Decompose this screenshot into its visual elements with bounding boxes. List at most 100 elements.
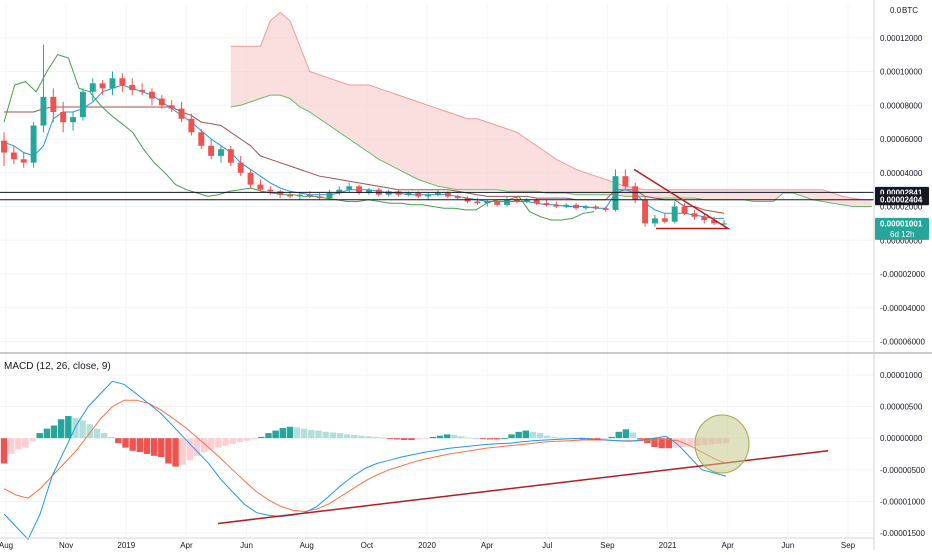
candle-body [60,112,67,123]
macd-histogram-bar [415,438,422,440]
macd-histogram-bar [229,438,236,444]
candle-body [79,91,86,118]
candle-body [188,118,195,133]
macd-histogram-bar [436,435,444,439]
candle-body [306,194,313,197]
price-marker-countdown: 6d 12h [890,230,914,239]
macd-histogram-bar [365,436,372,439]
price-tick-label: -0.00006000 [880,338,925,347]
candle-body [543,203,550,205]
candle-body [691,213,698,217]
candle-body [415,193,422,197]
macd-histogram-bar [50,425,58,439]
senkou-span-a-line [230,94,872,207]
macd-histogram-bar [379,437,387,439]
time-tick-label: 2021 [659,541,677,550]
macd-histogram-bar [122,438,129,448]
candle-body [316,196,323,199]
macd-histogram-bar [57,419,65,439]
macd-histogram-bar [315,430,322,439]
candle-body [336,189,343,194]
price-marker-label: 0.00002404 [880,196,923,205]
macd-histogram-bar [622,429,630,439]
time-tick-label: Oct [361,541,374,550]
candle-body [385,191,392,195]
time-tick-label: Nov [59,541,73,550]
candle-body [553,204,560,207]
time-tick-label: Apr [721,541,734,550]
macd-histogram-bar [22,438,29,448]
macd-histogram-bar [508,434,515,439]
macd-histogram-bar [358,435,365,439]
macd-tick-label: 0.00000500 [880,403,923,412]
candle-body [178,108,185,119]
candle-body [40,96,47,126]
macd-tick-label: 0.00001000 [880,371,923,380]
candle-body [326,193,333,199]
candle-body [277,191,284,195]
price-tick-label: 0.00012000 [880,34,923,43]
candle-body [504,199,510,205]
candle-body [632,186,639,200]
price-tick-label: 0.00000000 [880,236,923,245]
macd-histogram-bar [186,438,194,461]
price-tick-label: -0.00004000 [880,304,925,313]
macd-histogram-bar [651,438,658,447]
price-tick-label: 0.00008000 [880,101,923,110]
macd-tick-label: -0.00001000 [880,497,925,506]
macd-histogram-bar [472,438,480,440]
candle-body [168,105,175,109]
candle-body [671,206,678,222]
candlesticks [1,44,727,227]
candle-body [494,201,501,205]
macd-histogram-bar [551,436,558,439]
currency-label-prefix: 0.0 [890,6,902,15]
macd-histogram-bar [215,438,222,448]
candle-body [218,149,224,156]
macd-histogram-bar [293,427,301,439]
time-tick-label: 2020 [418,541,436,550]
highlight-circle [694,414,750,474]
macd-histogram-bar [501,438,508,440]
candle-body [425,194,432,197]
macd-histogram-bar [665,438,673,449]
macd-histogram-bar [494,438,501,440]
macd-histogram-bar [79,420,86,439]
macd-histogram-bar [36,433,43,439]
candle-body [711,220,718,224]
macd-histogram-bar [558,437,565,439]
macd-histogram-bar [65,416,72,439]
macd-histogram-bar [343,434,351,439]
macd-histogram-bar [687,438,694,447]
candle-body [602,208,609,210]
macd-histogram-bar [608,436,615,439]
candle-body [642,199,649,224]
senkou-span-b-line [230,11,872,201]
candle-body [365,189,372,194]
macd-histogram-bar [629,432,637,439]
macd-histogram-bar [443,434,451,439]
annotations [0,168,874,230]
price-tick-label: -0.00002000 [880,270,925,279]
cloud-fill [230,12,872,207]
macd-histogram-bar [265,433,272,439]
time-tick-label: 2019 [117,541,135,550]
macd-histogram-bar [451,434,458,439]
indicator-lines [3,11,872,221]
candle-body [454,196,461,199]
macd-histogram-bar [372,436,379,439]
price-marker [875,194,929,206]
macd-histogram-bar [200,438,208,453]
time-tick-label: Jun [781,541,794,550]
macd-histogram-bar [536,433,544,439]
candle-body [513,199,520,202]
macd-tick-label: -0.00001500 [880,529,925,538]
macd-signal-line [3,399,727,513]
price-tick-label: 0.00010000 [880,68,923,77]
candle-body [287,194,293,197]
candle-body [139,90,146,92]
macd-histogram-bar [193,438,201,456]
